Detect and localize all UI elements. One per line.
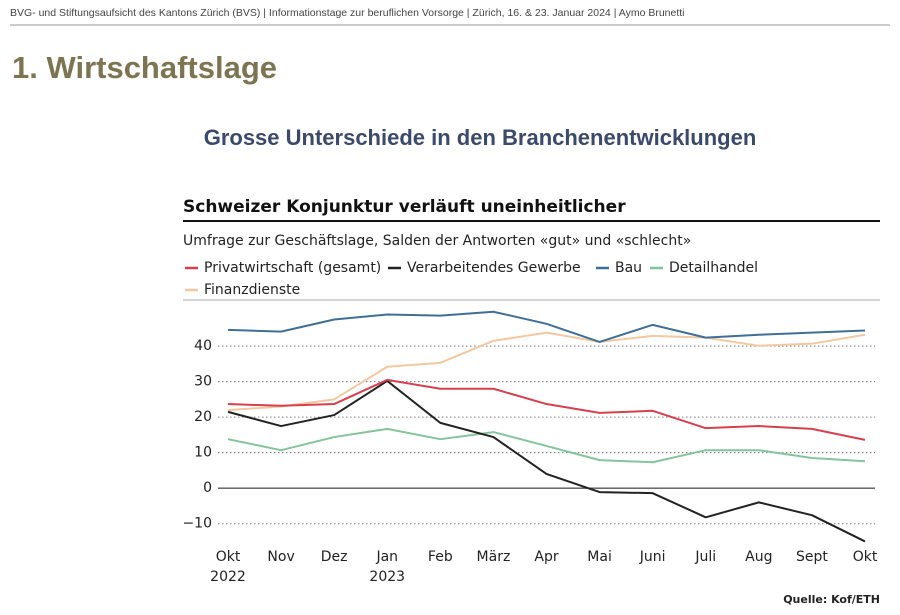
x-tick-label: Apr <box>534 549 558 565</box>
series-line <box>227 331 866 412</box>
y-tick-label: 40 <box>194 338 212 354</box>
heading: 1. Wirtschaftslage <box>12 50 277 85</box>
header: BVG- und Stiftungsaufsicht des Kantons Z… <box>10 7 685 19</box>
x-tick-label: März <box>477 549 511 565</box>
y-tick-label: 10 <box>194 445 212 461</box>
chart-subtitle: Umfrage zur Geschäftslage, Salden der An… <box>183 233 691 249</box>
y-tick-label: 0 <box>203 480 212 496</box>
x-tick-label: Sept <box>796 549 828 565</box>
legend-label: Verarbeitendes Gewerbe <box>407 260 581 276</box>
legend-label: Finanzdienste <box>204 282 300 298</box>
x-tick-label: Mai <box>587 549 612 565</box>
x-tick-label: Okt <box>853 549 878 565</box>
series-line <box>227 310 866 343</box>
y-tick-label: −10 <box>182 516 212 532</box>
series-line <box>227 378 866 441</box>
x-tick-label: Feb <box>428 549 453 565</box>
y-tick-label: 30 <box>194 374 212 390</box>
x-tick-label: Jan 2023 <box>369 549 405 585</box>
x-tick-label: Aug <box>745 549 772 565</box>
y-tick-label: 20 <box>194 409 212 425</box>
legend-label: Bau <box>615 260 642 276</box>
x-tick-label: Juni <box>639 549 666 565</box>
series-line <box>227 427 866 464</box>
x-tick-label: Dez <box>321 549 348 565</box>
legend-label: Privatwirtschaft (gesamt) <box>204 260 381 276</box>
legend-label: Detailhandel <box>669 260 758 276</box>
x-tick-label: Juli <box>694 549 716 565</box>
subheading: Grosse Unterschiede in den Branchenentwi… <box>204 125 757 150</box>
chart-title: Schweizer Konjunktur verläuft uneinheitl… <box>183 197 626 217</box>
series-line <box>227 379 866 543</box>
source: Quelle: Kof/ETH <box>783 593 880 606</box>
x-tick-label: Okt 2022 <box>210 549 246 585</box>
x-tick-label: Nov <box>267 549 294 565</box>
